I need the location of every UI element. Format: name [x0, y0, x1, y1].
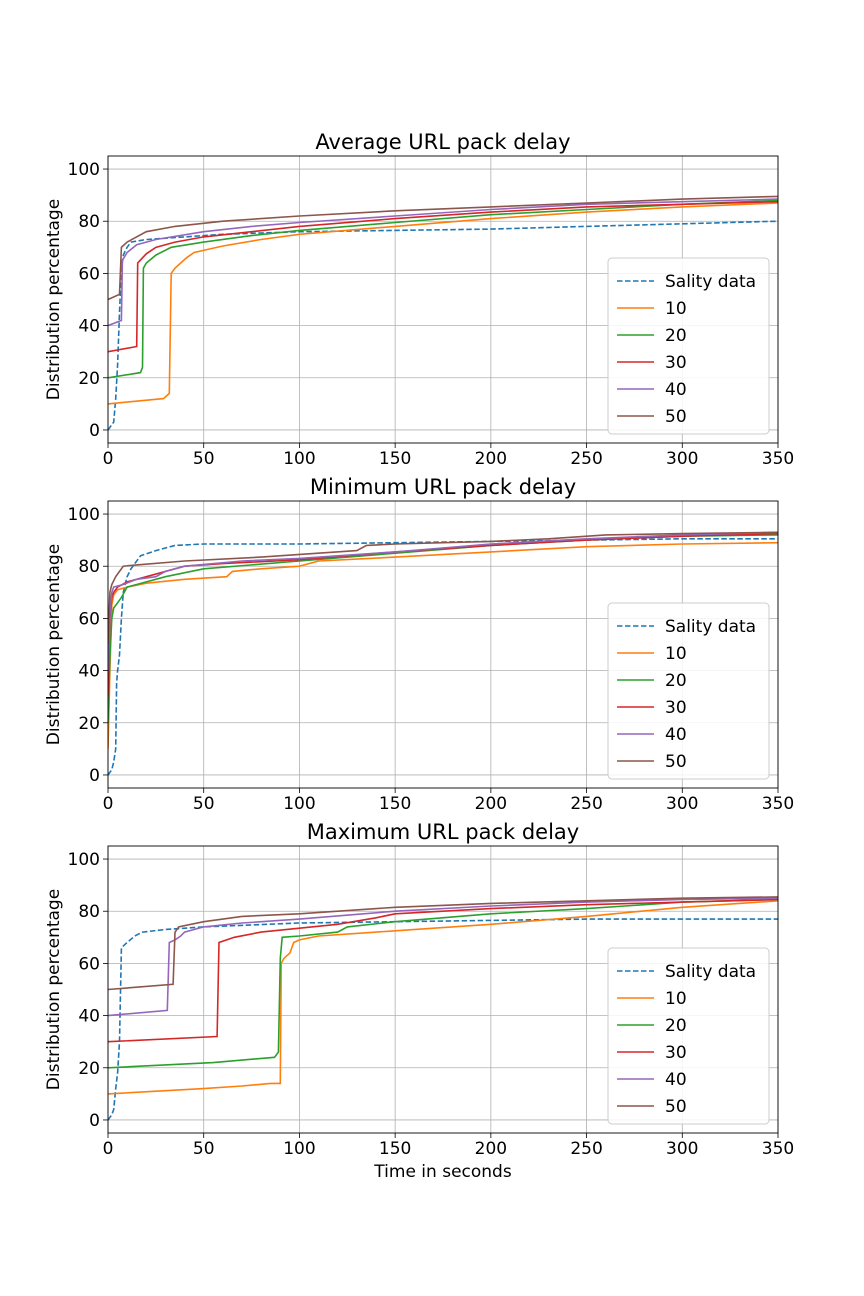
- y-tick-label: 60: [78, 264, 100, 284]
- legend-label: 30: [665, 1043, 687, 1063]
- y-tick-label: 80: [78, 902, 100, 922]
- y-tick-label: 100: [68, 160, 100, 180]
- x-tick-label: 150: [379, 1139, 411, 1159]
- series-line-50: [108, 195, 778, 301]
- chart-panel-1: 0 50 100 150 200 250 300 350 0 20 40 60 80 100 Average…: [44, 130, 794, 469]
- legend-label: 30: [665, 353, 687, 373]
- y-axis-label: Distribution percentage: [44, 544, 64, 745]
- y-tick-label: 40: [78, 1007, 100, 1027]
- legend-label: 20: [665, 671, 687, 691]
- x-tick-label: 150: [379, 449, 411, 469]
- y-tick-label: 0: [89, 766, 100, 786]
- plot-frame: [107, 155, 779, 444]
- x-tick-label: 200: [475, 449, 507, 469]
- legend: Sality data 10 20 30 40 50: [607, 257, 770, 435]
- y-tick-label: 60: [78, 609, 100, 629]
- legend-box: [607, 257, 770, 435]
- x-tick-label: 0: [103, 449, 114, 469]
- series-line-40: [108, 531, 778, 671]
- y-tick-label: 40: [78, 317, 100, 337]
- series-line-30: [108, 200, 778, 353]
- x-axis-label: Time in seconds: [373, 1162, 512, 1182]
- x-tick-label: 350: [762, 1139, 794, 1159]
- chart-panel-2: 0 50 100 150 200 250 300 350 0 20 40 60 80 100 Minimum…: [44, 475, 794, 814]
- series-line-50: [108, 896, 778, 991]
- series-line-10: [108, 202, 778, 405]
- y-tick-label: 80: [78, 212, 100, 232]
- legend-label: 10: [665, 299, 687, 319]
- x-tick-label: 350: [762, 794, 794, 814]
- legend-label: Sality data: [665, 962, 756, 982]
- legend-label: Sality data: [665, 617, 756, 637]
- x-tick-label: 250: [570, 449, 602, 469]
- chart-title: Minimum URL pack delay: [310, 475, 576, 499]
- y-axis-label: Distribution percentage: [44, 199, 64, 400]
- y-tick-label: 100: [68, 850, 100, 870]
- chart-title: Average URL pack delay: [315, 130, 570, 154]
- legend-label: 40: [665, 1070, 687, 1090]
- y-tick-label: 80: [78, 557, 100, 577]
- x-tick-label: 50: [193, 1139, 215, 1159]
- legend: Sality data 10 20 30 40 50: [607, 947, 770, 1125]
- series-line-50: [108, 531, 778, 645]
- series-line-40: [108, 198, 778, 327]
- legend-label: 50: [665, 752, 687, 772]
- legend-label: 50: [665, 407, 687, 427]
- legend-label: 20: [665, 326, 687, 346]
- legend-label: 50: [665, 1097, 687, 1117]
- x-tick-label: 50: [193, 449, 215, 469]
- x-tick-label: 100: [283, 1139, 315, 1159]
- x-tick-label: 50: [193, 794, 215, 814]
- y-tick-label: 100: [68, 505, 100, 525]
- legend-box: [607, 947, 770, 1125]
- y-axis-label: Distribution percentage: [44, 889, 64, 1090]
- series-line-10: [108, 541, 778, 749]
- legend-box: [607, 602, 770, 780]
- y-tick-label: 20: [78, 369, 100, 389]
- x-tick-label: 250: [570, 1139, 602, 1159]
- x-tick-label: 150: [379, 794, 411, 814]
- legend: Sality data 10 20 30 40 50: [607, 602, 770, 780]
- x-tick-label: 350: [762, 449, 794, 469]
- y-tick-label: 20: [78, 1059, 100, 1079]
- series-line-10: [108, 900, 778, 1095]
- y-tick-label: 20: [78, 714, 100, 734]
- chart-title: Maximum URL pack delay: [307, 820, 579, 844]
- series-line-20: [108, 898, 778, 1069]
- x-tick-label: 100: [283, 449, 315, 469]
- series-line-30: [108, 898, 778, 1043]
- series-line-sality: [108, 918, 778, 1121]
- x-tick-label: 200: [475, 1139, 507, 1159]
- x-tick-label: 0: [103, 1139, 114, 1159]
- x-tick-label: 250: [570, 794, 602, 814]
- x-tick-label: 300: [666, 1139, 698, 1159]
- series-line-sality: [108, 538, 778, 776]
- legend-label: 20: [665, 1016, 687, 1036]
- legend-label: 10: [665, 644, 687, 664]
- y-tick-label: 0: [89, 421, 100, 441]
- series-line-sality: [108, 220, 778, 431]
- legend-label: 40: [665, 725, 687, 745]
- y-tick-label: 60: [78, 954, 100, 974]
- legend-label: 10: [665, 989, 687, 1009]
- x-tick-label: 200: [475, 794, 507, 814]
- series-line-20: [108, 199, 778, 379]
- x-tick-label: 300: [666, 449, 698, 469]
- series-line-40: [108, 897, 778, 1017]
- plot-frame: [107, 845, 779, 1134]
- chart-panel-3: 0 50 100 150 200 250 300 350 0 20 40 60 80 100 Maximum…: [44, 820, 794, 1182]
- x-tick-label: 100: [283, 794, 315, 814]
- y-tick-label: 0: [89, 1111, 100, 1131]
- plot-frame: [107, 500, 779, 789]
- y-tick-label: 40: [78, 662, 100, 682]
- legend-label: Sality data: [665, 272, 756, 292]
- legend-label: 40: [665, 380, 687, 400]
- x-tick-label: 0: [103, 794, 114, 814]
- x-tick-label: 300: [666, 794, 698, 814]
- legend-label: 30: [665, 698, 687, 718]
